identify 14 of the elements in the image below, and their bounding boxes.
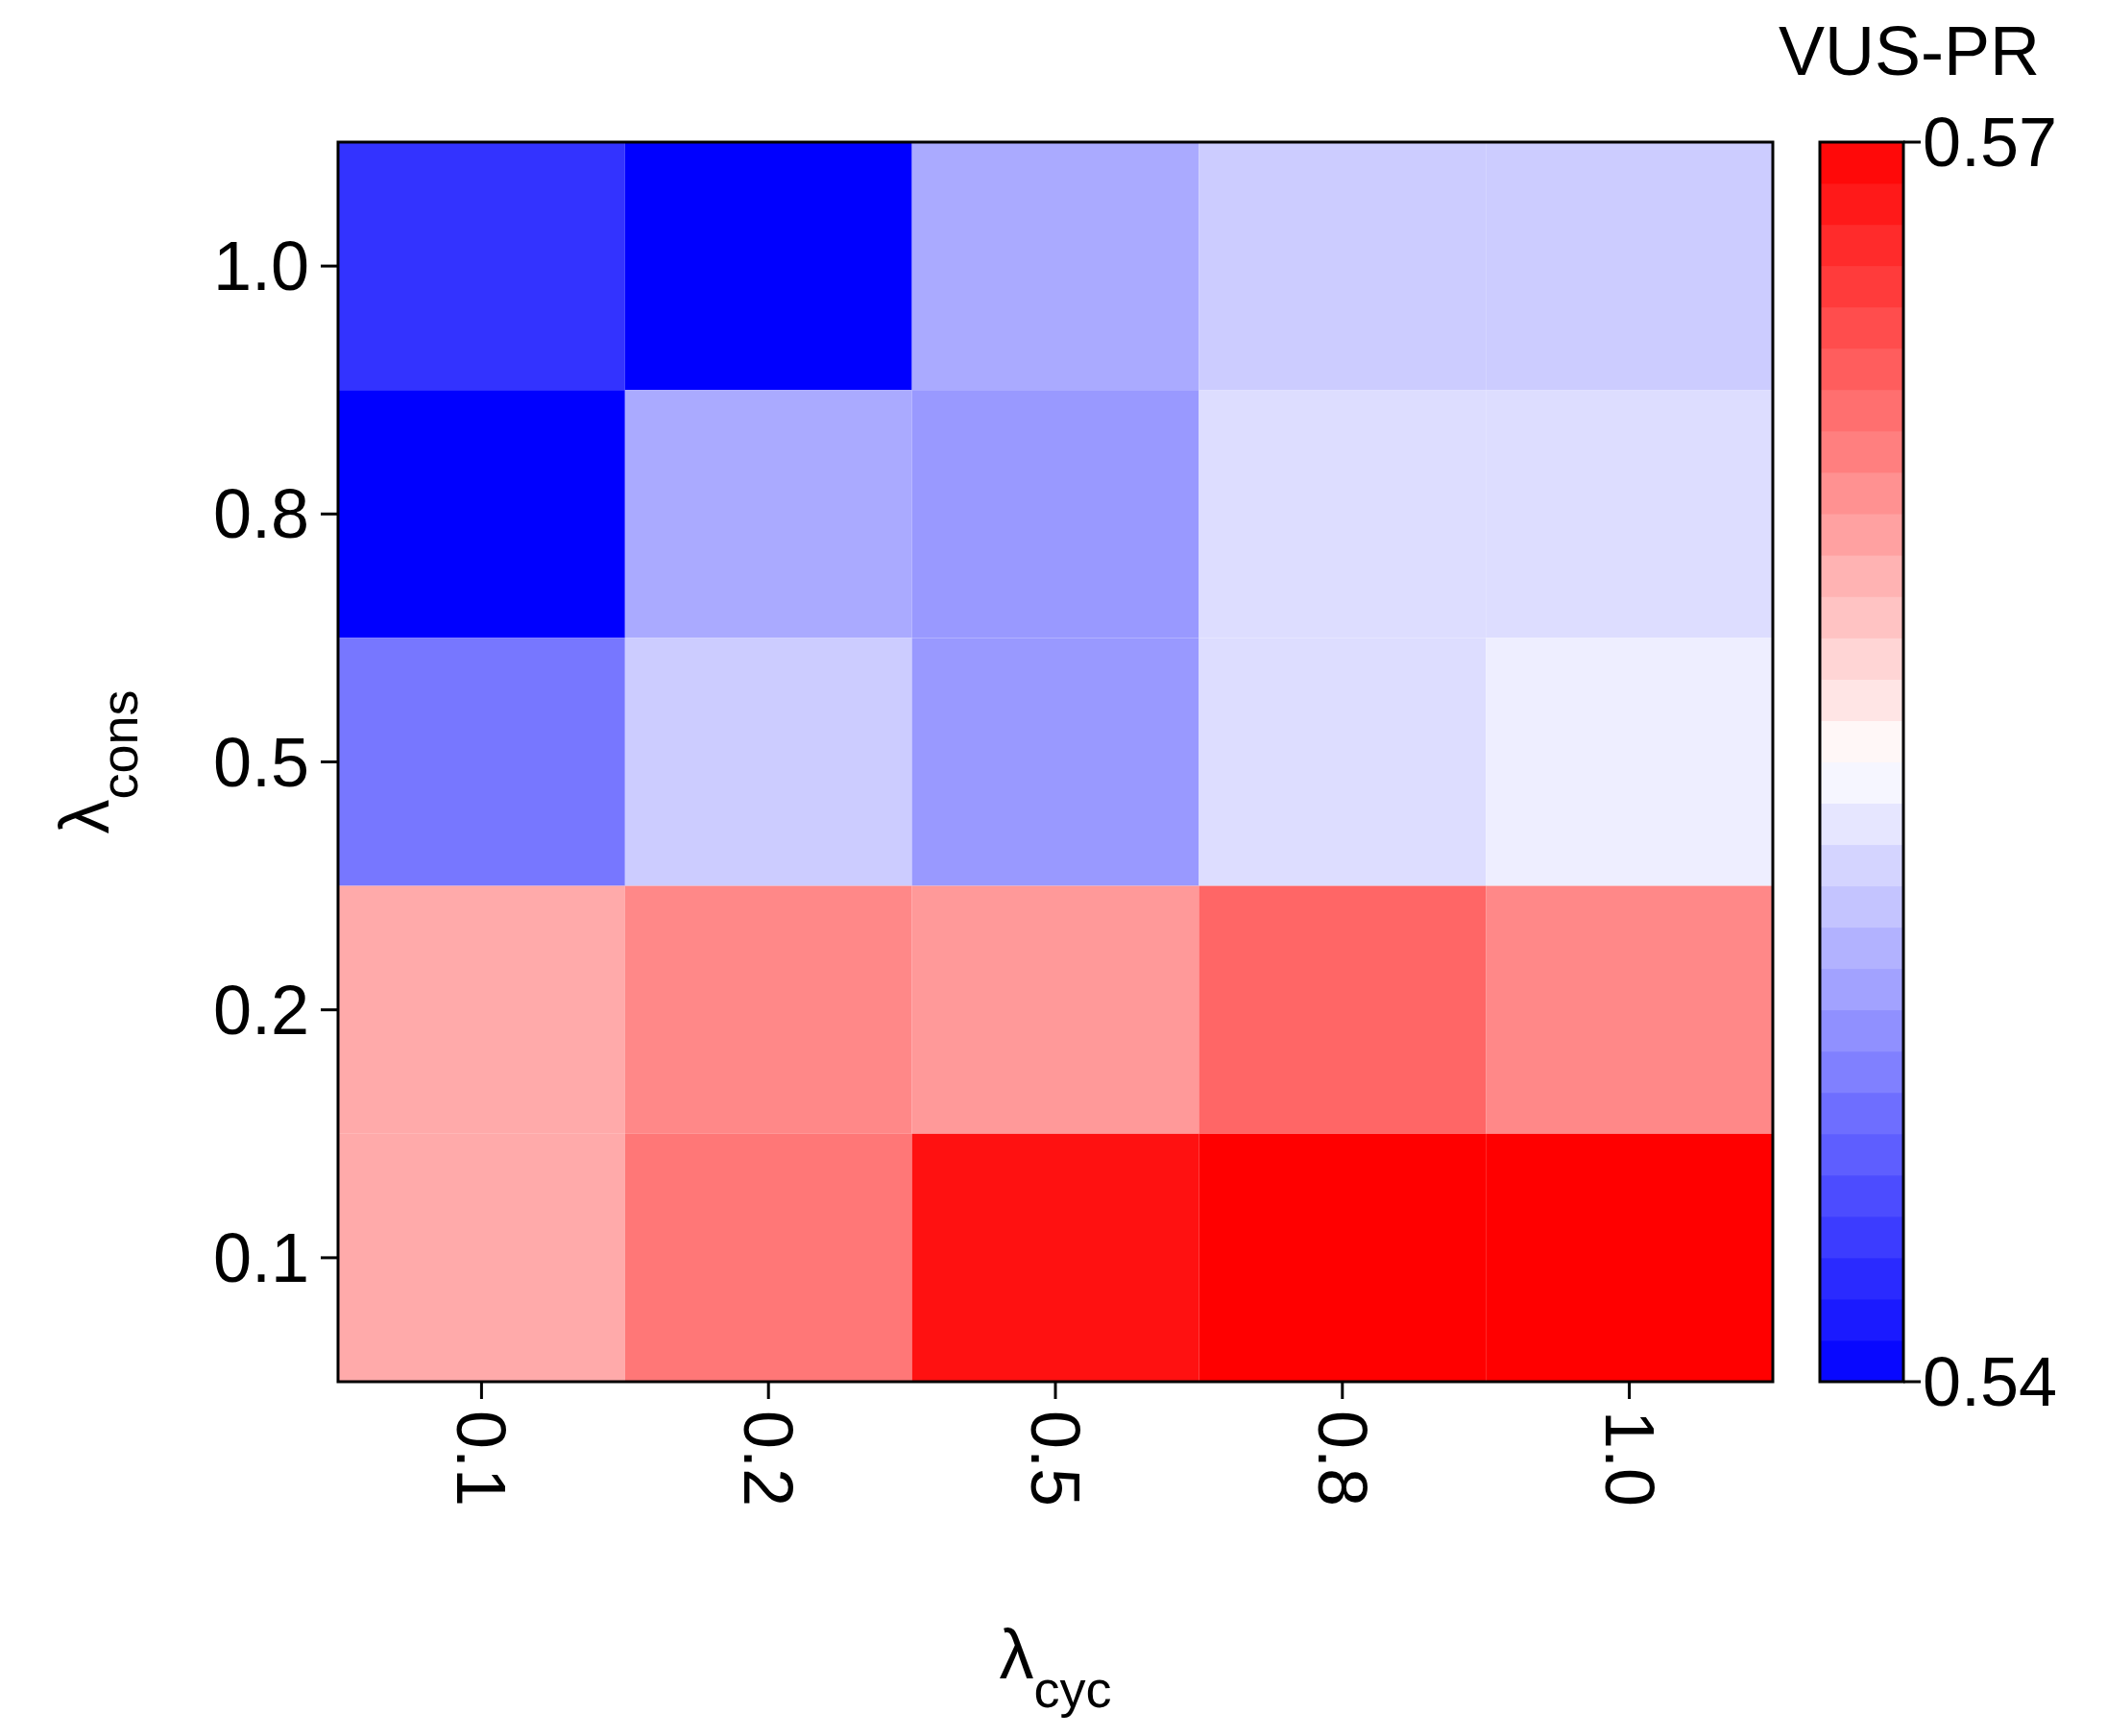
- color-bar-label: 0.54: [1923, 1343, 2058, 1420]
- color-bar-title: VUS-PR: [1778, 12, 2041, 89]
- x-tick-label: 0.1: [443, 1410, 521, 1507]
- y-tick-label: 0.5: [212, 723, 309, 801]
- y-tick-label: 1.0: [212, 228, 309, 305]
- x-tick-label: 1.0: [1590, 1410, 1668, 1507]
- y-tick-label: 0.1: [212, 1218, 309, 1296]
- x-axis-title: λ$_{cyc}$: [999, 1616, 1112, 1718]
- y-tick-label: 0.2: [212, 971, 309, 1049]
- y-tick-label: 0.8: [212, 475, 309, 553]
- x-tick-label: 0.8: [1303, 1410, 1381, 1507]
- x-tick-label: 0.2: [730, 1410, 808, 1507]
- color-bar-label: 0.57: [1923, 104, 2058, 181]
- x-tick-label: 0.5: [1017, 1410, 1094, 1507]
